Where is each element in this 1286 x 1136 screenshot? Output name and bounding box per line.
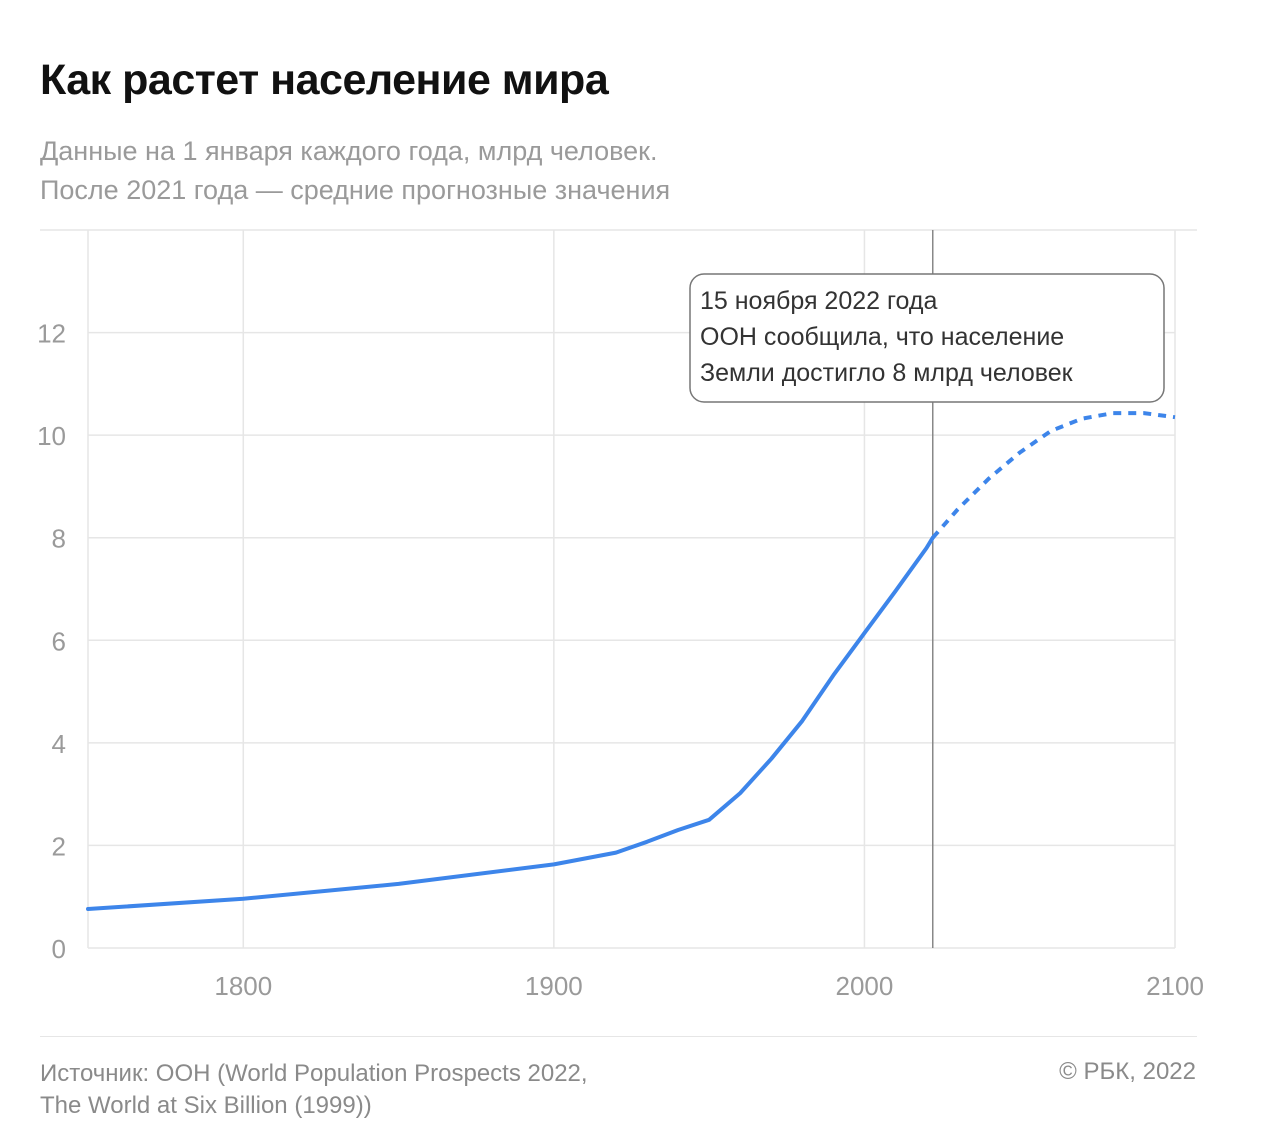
series-layer <box>86 411 1176 911</box>
grid-layer <box>40 229 1197 949</box>
subtitle-line-2: После 2021 года — средние прогнозные зна… <box>40 175 671 205</box>
historical-series-line <box>86 535 935 911</box>
subtitle-line-1: Данные на 1 января каждого года, млрд че… <box>40 136 658 166</box>
copyright: © РБК, 2022 <box>1059 1058 1196 1085</box>
y-tick-label-8: 8 <box>52 524 66 554</box>
x-tick-label-1800: 1800 <box>214 971 272 1001</box>
chart-subtitle: Данные на 1 января каждого года, млрд че… <box>40 132 670 210</box>
y-tick-label-2: 2 <box>52 831 66 861</box>
y-tick-label-6: 6 <box>52 626 66 656</box>
annotation-box <box>689 273 1165 403</box>
chart-title: Как растет население мира <box>40 56 609 104</box>
tick-label-layer: 0 2 4 6 8 10 12 1800 1900 2000 2100 <box>37 319 1204 1001</box>
y-tick-label-12: 12 <box>37 319 66 349</box>
footer-divider <box>40 1036 1197 1037</box>
source-note: Источник: ООН (World Population Prospect… <box>40 1058 588 1122</box>
annotation-line-1: 15 ноября 2022 года <box>700 287 937 315</box>
source-line-1: Источник: ООН (World Population Prospect… <box>40 1060 588 1087</box>
annotation-layer: 15 ноября 2022 года ООН сообщила, что нас… <box>689 273 1165 403</box>
x-tick-label-2100: 2100 <box>1146 971 1204 1001</box>
forecast-series-line <box>931 411 1176 540</box>
y-tick-label-4: 4 <box>52 729 66 759</box>
x-tick-label-1900: 1900 <box>525 971 583 1001</box>
y-tick-label-10: 10 <box>37 421 66 451</box>
annotation-line-3: Земли достигло 8 млрд человек <box>700 359 1074 387</box>
population-line-chart: 15 ноября 2022 года ООН сообщила, что нас… <box>37 229 1204 1001</box>
source-line-2: The World at Six Billion (1999)) <box>40 1092 372 1119</box>
annotation-line-2: ООН сообщила, что население <box>700 323 1064 351</box>
y-tick-label-0: 0 <box>52 934 66 964</box>
x-tick-label-2000: 2000 <box>836 971 894 1001</box>
